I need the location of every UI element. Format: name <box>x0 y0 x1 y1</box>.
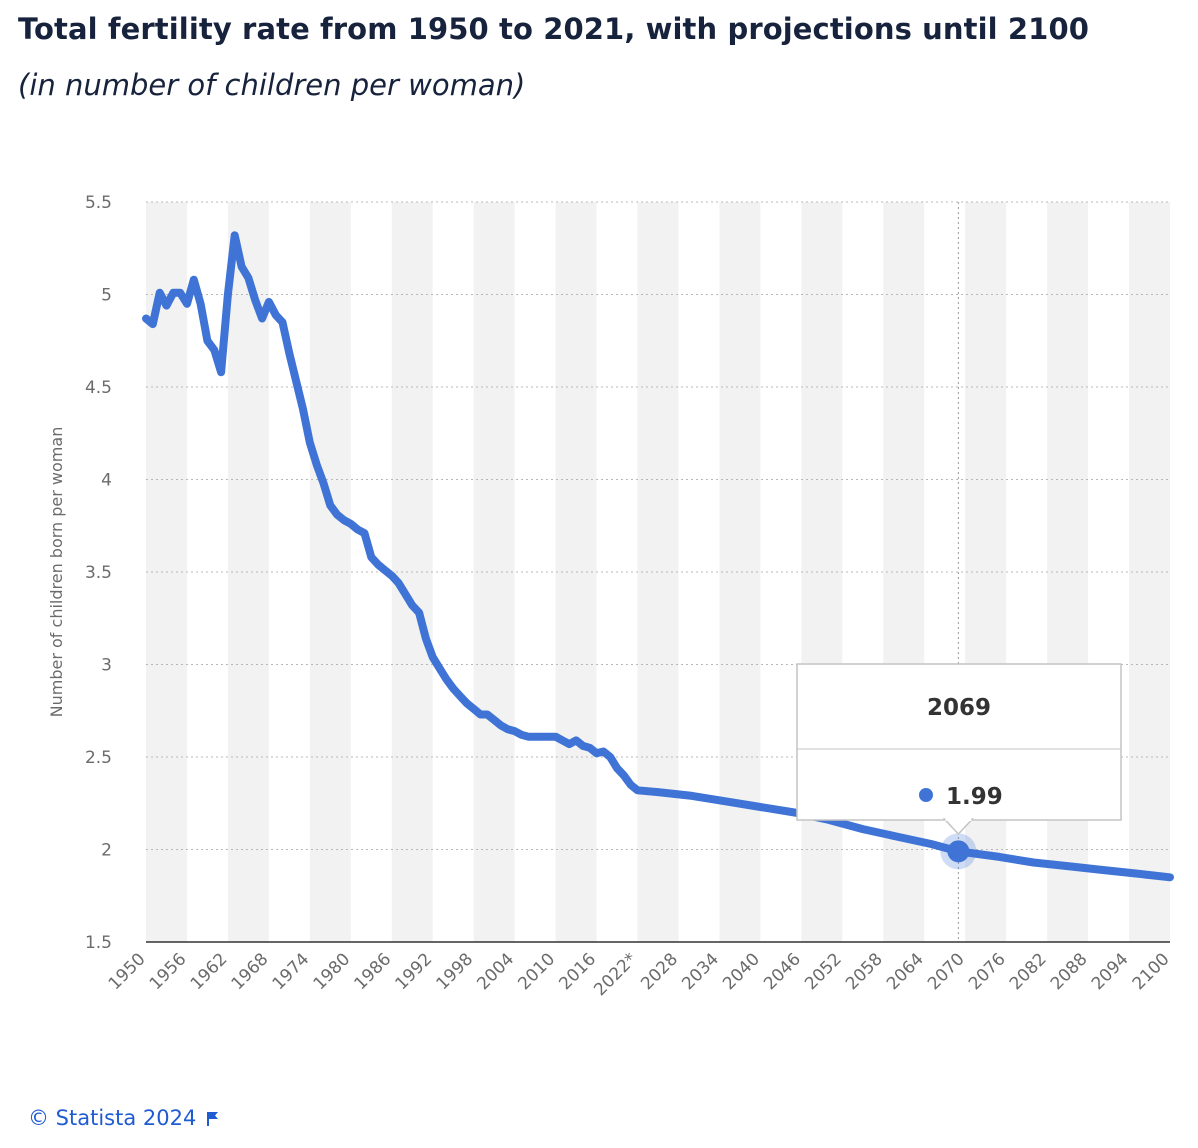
copyright-link[interactable]: © Statista 2024 <box>28 1106 197 1130</box>
y-tick-label: 5 <box>101 286 112 306</box>
x-tick-label: 1968 <box>228 949 273 994</box>
x-tick-label: 2040 <box>719 949 764 994</box>
tooltip-year: 2069 <box>927 695 991 721</box>
x-tick-labels: 1950195619621968197419801986199219982004… <box>105 949 1174 1000</box>
background-band <box>473 202 515 942</box>
x-tick-label: 1986 <box>351 949 396 994</box>
y-tick-label: 3.5 <box>85 563 112 583</box>
x-tick-label: 2082 <box>1006 949 1051 994</box>
tooltip-value: 1.99 <box>946 784 1003 810</box>
x-tick-label: 2022* <box>590 949 641 1000</box>
x-tick-label: 1950 <box>105 949 150 994</box>
x-tick-label: 2046 <box>760 949 805 994</box>
x-tick-label: 2034 <box>678 949 723 994</box>
background-band <box>1129 202 1170 942</box>
series-line[interactable] <box>142 231 1174 882</box>
x-tick-label: 1998 <box>432 949 477 994</box>
y-tick-labels: 1.5 2 2.5 3 3.5 4 4.5 5 5.5 <box>85 193 112 953</box>
x-tick-label: 2064 <box>883 949 928 994</box>
y-tick-label: 1.5 <box>85 933 112 953</box>
tooltip-box <box>796 663 1122 821</box>
highlight-point-group <box>940 833 977 870</box>
y-axis-label: Number of children born per woman <box>47 427 66 718</box>
y-tick-label: 3 <box>101 656 112 676</box>
y-grid <box>146 201 1170 943</box>
y-tick-label: 4 <box>101 471 112 491</box>
x-tick-label: 2004 <box>473 949 518 994</box>
y-tick-label: 4.5 <box>85 378 112 398</box>
x-tick-label: 2094 <box>1088 949 1133 994</box>
x-tick-label: 2010 <box>514 949 559 994</box>
background-band <box>719 202 761 942</box>
x-tick-label: 2088 <box>1047 949 1092 994</box>
y-tick-label: 2 <box>101 841 112 861</box>
x-tick-label: 1962 <box>187 949 232 994</box>
highlight-point[interactable] <box>947 840 970 863</box>
x-tick-label: 2070 <box>924 949 969 994</box>
x-tick-label: 2100 <box>1129 949 1174 994</box>
background-band <box>309 202 351 942</box>
tooltip: 2069 1.99 <box>796 663 1122 836</box>
x-tick-label: 2076 <box>965 949 1010 994</box>
tooltip-series-dot <box>919 788 933 802</box>
x-tick-label: 1992 <box>392 949 437 994</box>
y-tick-label: 5.5 <box>85 193 112 213</box>
x-tick-label: 1956 <box>146 949 191 994</box>
tooltip-pointer-mask <box>945 817 972 821</box>
footer: © Statista 2024 <box>28 1106 219 1132</box>
flag-icon[interactable] <box>206 1108 219 1132</box>
y-tick-label: 2.5 <box>85 748 112 768</box>
x-tick-label: 2052 <box>801 949 846 994</box>
chart-title: Total fertility rate from 1950 to 2021, … <box>18 12 1090 46</box>
x-tick-label: 1974 <box>269 949 314 994</box>
x-tick-label: 2028 <box>637 949 682 994</box>
x-tick-label: 2058 <box>842 949 887 994</box>
chart-subtitle: (in number of children per woman) <box>18 68 526 102</box>
x-tick-label: 1980 <box>310 949 355 994</box>
